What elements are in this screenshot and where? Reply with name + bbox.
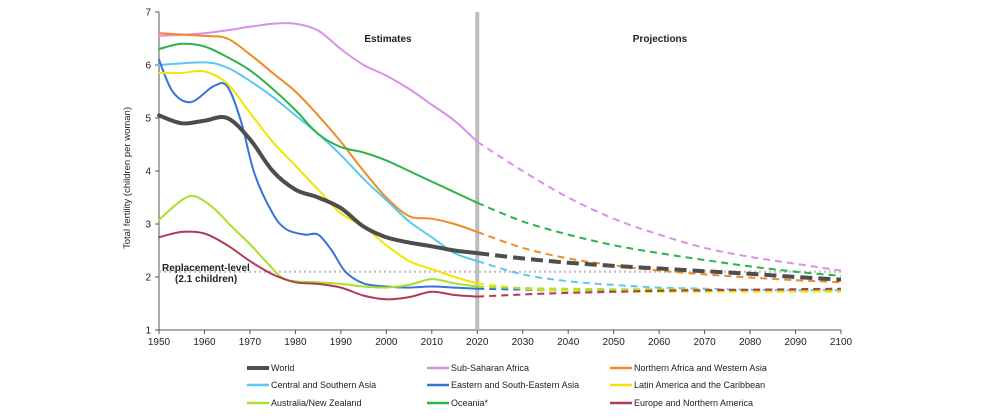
legend-label-world: World [271,363,294,373]
x-tick-label: 2060 [648,337,671,348]
x-tick-label: 2050 [603,337,626,348]
legend-label-europe-and-northern-america: Europe and Northern America [634,398,753,408]
y-tick-label: 5 [145,114,151,125]
series-line-world-projections [477,251,842,282]
axes: 1 2 3 4 5 6 7 1950 1960 1970 1980 1990 2000 2010 2020 2… [145,8,852,349]
x-tick-label: 1990 [330,337,353,348]
series-line-europe-and-northern-america-projections [477,287,842,298]
x-tick-label: 1950 [148,337,171,348]
legend-label-central-and-southern-asia: Central and Southern Asia [271,380,376,390]
y-tick-label: 3 [145,220,151,231]
series-line-central-and-southern-asia-estimates [158,61,479,263]
x-tick-label: 2010 [421,337,444,348]
legend-label-australia-new-zealand: Australia/New Zealand [271,398,362,408]
y-tick-label: 1 [145,326,151,337]
x-tick-label: 1970 [239,337,262,348]
y-tick-label: 6 [145,61,151,72]
x-tick-label: 1960 [193,337,216,348]
series-layer [157,22,842,301]
x-tick-label: 2080 [739,337,762,348]
series-line-latin-america-and-the-caribbean-estimates [158,69,479,285]
series-line-sub-saharan-africa-estimates [158,22,479,143]
series-line-oceania-estimates [158,42,479,204]
legend-label-northern-africa-and-western-asia: Northern Africa and Western Asia [634,363,767,373]
series-line-sub-saharan-africa-projections [476,140,842,272]
series-line-central-and-southern-asia-projections [477,260,841,292]
legend: World Sub-Saharan Africa Northern Africa a… [247,363,767,408]
x-tick-label: 2100 [830,337,853,348]
x-tick-label: 2020 [466,337,489,348]
series-line-northern-africa-and-western-asia-estimates [158,32,479,233]
replacement-level-sublabel: (2.1 children) [175,274,237,285]
replacement-level-label: Replacement-level [162,263,250,274]
estimates-label: Estimates [364,34,412,45]
x-tick-label: 2070 [693,337,716,348]
legend-label-latin-america-and-the-caribbean: Latin America and the Caribbean [634,380,765,390]
x-tick-label: 2000 [375,337,398,348]
y-tick-label: 4 [145,167,151,178]
series-line-world-estimates [157,113,480,256]
y-tick-label: 7 [145,8,151,19]
legend-label-sub-saharan-africa: Sub-Saharan Africa [451,363,529,373]
series-line-oceania-projections [476,201,842,277]
series-line-northern-africa-and-western-asia-projections [476,230,842,284]
x-tick-label: 1980 [284,337,307,348]
legend-label-eastern-and-south-eastern-asia: Eastern and South-Eastern Asia [451,380,579,390]
series-line-eastern-and-south-eastern-asia-estimates [158,58,479,290]
legend-label-oceania: Oceania* [451,398,489,408]
x-tick-label: 2090 [784,337,807,348]
y-tick-label: 2 [145,273,151,284]
y-axis-label: Total fertility (children per woman) [122,107,133,249]
projections-label: Projections [633,34,688,45]
x-tick-label: 2040 [557,337,580,348]
series-line-europe-and-northern-america-estimates [158,230,479,301]
x-tick-label: 2030 [512,337,535,348]
series-line-australia-new-zealand-estimates [158,194,479,289]
